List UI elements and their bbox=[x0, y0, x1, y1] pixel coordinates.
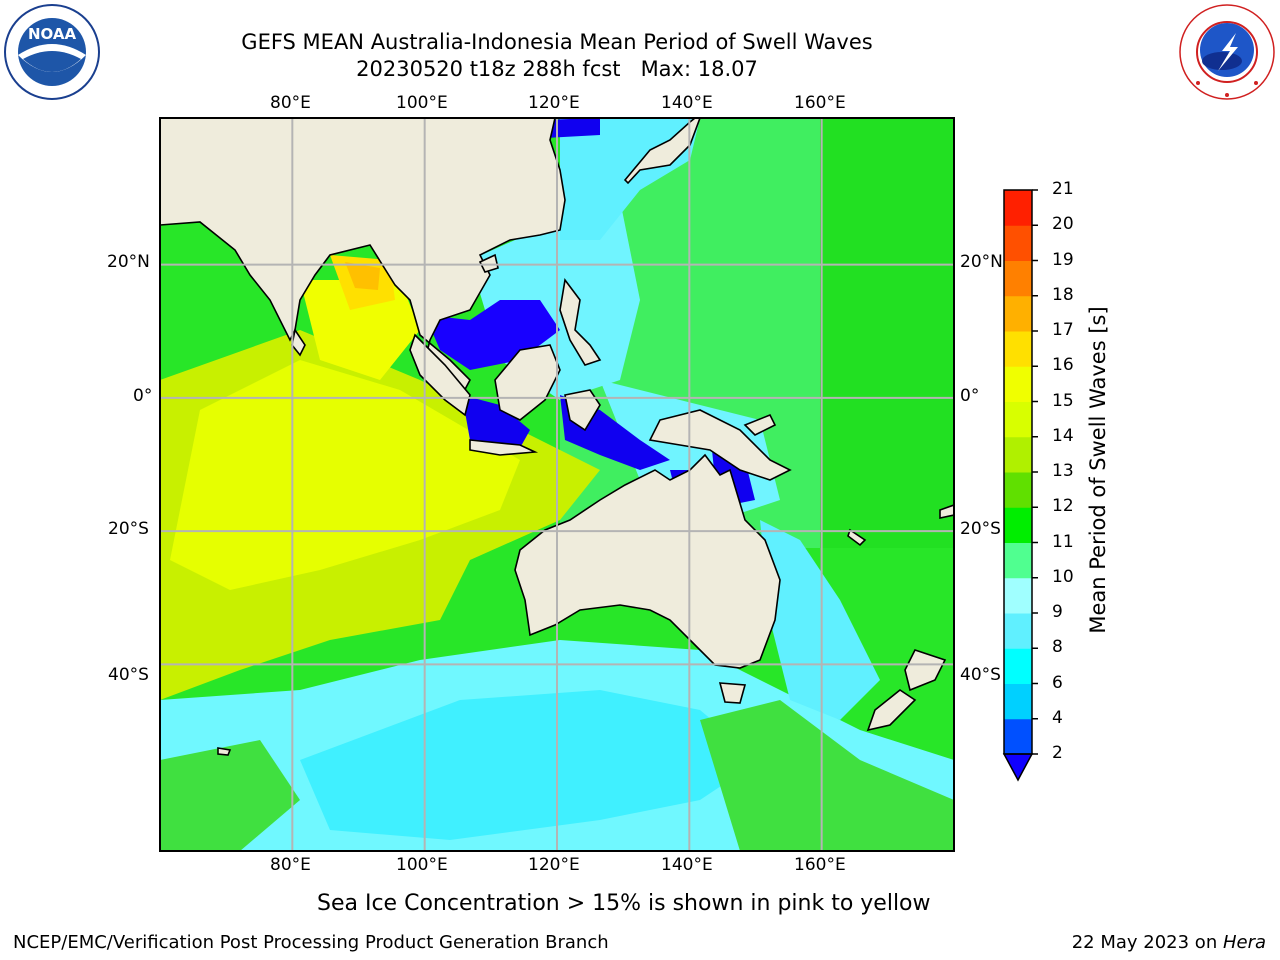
chart-title: GEFS MEAN Australia-Indonesia Mean Perio… bbox=[241, 30, 873, 54]
colorbar-tick-label: 18 bbox=[1052, 284, 1074, 305]
chart-subtitle: 20230520 t18z 288h fcst Max: 18.07 bbox=[356, 57, 758, 81]
colorbar-tick-label: 11 bbox=[1052, 531, 1074, 552]
colorbar-segment bbox=[1004, 683, 1032, 720]
colorbar-segment bbox=[1004, 613, 1032, 649]
lon-tick-bottom-80e: 80°E bbox=[270, 855, 311, 875]
footer-date-text: 22 May 2023 on bbox=[1071, 932, 1223, 953]
colorbar-segment bbox=[1004, 331, 1032, 367]
lat-tick-left-20n: 20°N bbox=[107, 252, 150, 272]
sea-ice-note: Sea Ice Concentration > 15% is shown in … bbox=[317, 891, 931, 916]
colorbar-segment bbox=[1004, 472, 1032, 508]
lon-tick-top-100e: 100°E bbox=[396, 93, 448, 113]
noaa-logo: NOAA bbox=[3, 3, 101, 101]
footer-date: 22 May 2023 on Hera bbox=[1072, 932, 1266, 953]
colorbar-extend-triangle bbox=[1002, 753, 1034, 782]
colorbar-tick-label: 13 bbox=[1052, 461, 1074, 481]
colorbar-segment bbox=[1004, 190, 1032, 226]
lat-tick-right-20n: 20°N bbox=[960, 252, 1003, 272]
lon-tick-top-120e: 120°E bbox=[528, 93, 580, 113]
map-frame bbox=[159, 117, 955, 852]
colorbar-tick-label: 4 bbox=[1052, 707, 1063, 728]
lat-tick-left-0: 0° bbox=[133, 386, 153, 406]
lon-tick-bottom-140e: 140°E bbox=[661, 855, 713, 875]
colorbar-tick-label: 2 bbox=[1052, 743, 1063, 763]
lat-tick-left-40s: 40°S bbox=[108, 665, 149, 685]
lon-tick-top-80e: 80°E bbox=[270, 93, 311, 113]
lon-tick-bottom-120e: 120°E bbox=[528, 855, 580, 875]
colorbar-tick-label: 6 bbox=[1052, 672, 1063, 693]
colorbar-tick-label: 16 bbox=[1052, 355, 1074, 376]
colorbar-segment bbox=[1004, 542, 1032, 579]
colorbar-segment bbox=[1004, 260, 1032, 297]
colorbar-segment bbox=[1004, 401, 1032, 438]
lat-tick-left-20s: 20°S bbox=[108, 519, 149, 539]
colorbar-tick-label: 14 bbox=[1052, 425, 1074, 446]
lon-tick-top-160e: 160°E bbox=[794, 93, 846, 113]
map-gridlines bbox=[160, 118, 954, 851]
colorbar-tick-label: 21 bbox=[1052, 179, 1074, 199]
colorbar-label: Mean Period of Swell Waves [s] bbox=[1086, 306, 1110, 634]
colorbar-segment bbox=[1004, 507, 1032, 543]
colorbar-segment bbox=[1004, 225, 1032, 261]
colorbar-tick-label: 12 bbox=[1052, 496, 1074, 517]
footer-host: Hera bbox=[1222, 932, 1266, 953]
colorbar-tick-label: 10 bbox=[1052, 566, 1074, 587]
nws-logo bbox=[1178, 3, 1276, 101]
colorbar-segment bbox=[1004, 577, 1032, 614]
lon-tick-bottom-100e: 100°E bbox=[396, 855, 448, 875]
lon-tick-top-140e: 140°E bbox=[661, 93, 713, 113]
noaa-logo-text: NOAA bbox=[28, 25, 77, 43]
lat-tick-right-40s: 40°S bbox=[960, 665, 1001, 685]
lat-tick-right-20s: 20°S bbox=[960, 519, 1001, 539]
footer-credit: NCEP/EMC/Verification Post Processing Pr… bbox=[13, 932, 609, 953]
colorbar-tick-label: 8 bbox=[1052, 637, 1063, 658]
lon-tick-bottom-160e: 160°E bbox=[794, 855, 846, 875]
colorbar-segment bbox=[1004, 366, 1032, 402]
colorbar-segment bbox=[1004, 436, 1032, 473]
colorbar-segment bbox=[1004, 718, 1032, 755]
colorbar-segment bbox=[1004, 295, 1032, 332]
colorbar bbox=[1002, 189, 1038, 782]
colorbar-tick-label: 19 bbox=[1052, 249, 1074, 270]
colorbar-tick-label: 17 bbox=[1052, 320, 1074, 340]
colorbar-segment bbox=[1004, 648, 1032, 684]
colorbar-tick-label: 15 bbox=[1052, 390, 1074, 411]
colorbar-tick-label: 9 bbox=[1052, 602, 1063, 622]
colorbar-tick-label: 20 bbox=[1052, 214, 1074, 235]
lat-tick-right-0: 0° bbox=[960, 386, 980, 406]
